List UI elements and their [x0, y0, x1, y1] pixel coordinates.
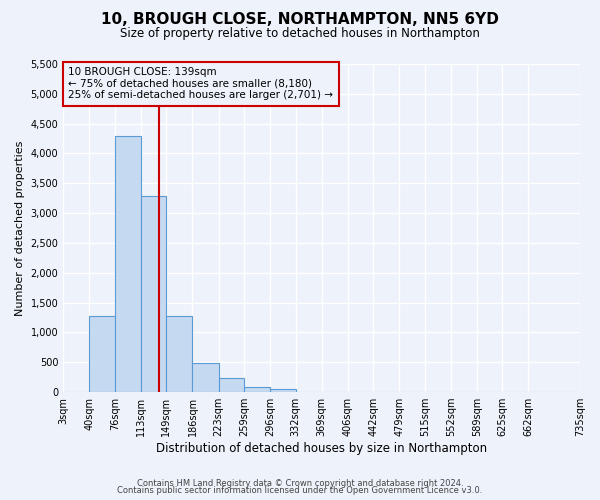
Bar — [244, 386, 270, 392]
Bar — [270, 388, 296, 392]
Bar — [166, 316, 193, 392]
Text: 10 BROUGH CLOSE: 139sqm
← 75% of detached houses are smaller (8,180)
25% of semi: 10 BROUGH CLOSE: 139sqm ← 75% of detache… — [68, 68, 334, 100]
Text: Size of property relative to detached houses in Northampton: Size of property relative to detached ho… — [120, 28, 480, 40]
Text: Contains HM Land Registry data © Crown copyright and database right 2024.: Contains HM Land Registry data © Crown c… — [137, 478, 463, 488]
Y-axis label: Number of detached properties: Number of detached properties — [15, 140, 25, 316]
Bar — [193, 364, 218, 392]
Bar — [141, 196, 166, 392]
Bar — [89, 316, 115, 392]
Text: Contains public sector information licensed under the Open Government Licence v3: Contains public sector information licen… — [118, 486, 482, 495]
Text: 10, BROUGH CLOSE, NORTHAMPTON, NN5 6YD: 10, BROUGH CLOSE, NORTHAMPTON, NN5 6YD — [101, 12, 499, 28]
X-axis label: Distribution of detached houses by size in Northampton: Distribution of detached houses by size … — [156, 442, 487, 455]
Bar — [218, 378, 244, 392]
Bar — [115, 136, 141, 392]
